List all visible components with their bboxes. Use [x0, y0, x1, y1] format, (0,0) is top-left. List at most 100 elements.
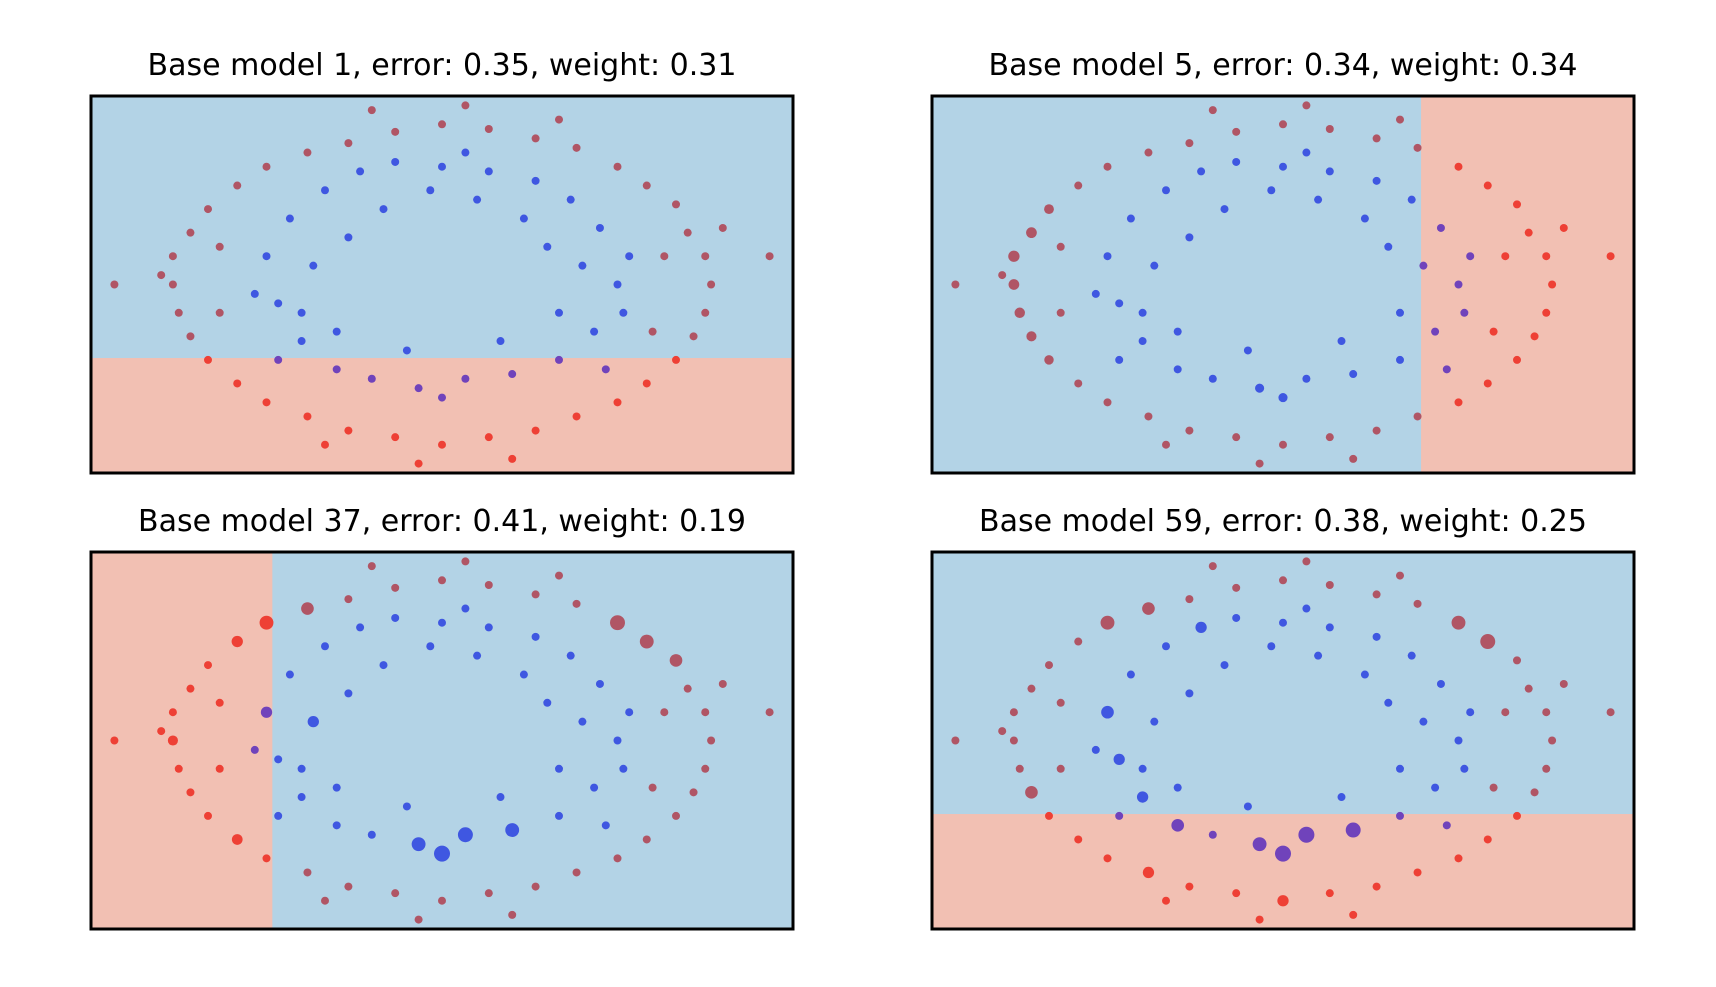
data-point	[1349, 370, 1358, 379]
data-point	[1255, 915, 1264, 924]
data-point	[1606, 708, 1615, 717]
data-point	[1103, 162, 1112, 171]
data-point	[1419, 261, 1428, 270]
data-point	[332, 783, 341, 792]
data-point	[1325, 167, 1334, 176]
data-point	[1436, 223, 1445, 232]
subplot-title: Base model 37, error: 0.41, weight: 0.19	[138, 504, 746, 539]
data-point	[1208, 374, 1217, 383]
data-point	[1360, 670, 1369, 679]
data-point	[1197, 167, 1206, 176]
data-point	[1185, 595, 1194, 604]
decision-region-red	[1421, 96, 1634, 473]
data-point	[391, 433, 400, 442]
data-point	[204, 811, 212, 820]
data-point	[578, 717, 587, 726]
data-point	[438, 896, 446, 905]
data-point	[1173, 327, 1182, 336]
data-point	[1142, 602, 1155, 615]
data-point	[625, 708, 634, 717]
subplot-title: Base model 1, error: 0.35, weight: 0.31	[147, 48, 737, 83]
data-point	[204, 355, 212, 364]
data-point	[707, 280, 716, 289]
data-point	[285, 670, 294, 679]
data-point	[998, 727, 1007, 736]
data-point	[1325, 124, 1334, 133]
data-point	[1232, 583, 1241, 592]
data-point	[461, 101, 470, 110]
data-point	[484, 623, 493, 632]
data-point	[672, 811, 680, 820]
data-point	[1302, 101, 1311, 110]
data-point	[531, 426, 540, 435]
data-point	[578, 261, 587, 270]
data-point	[718, 679, 727, 688]
data-point	[1542, 252, 1551, 261]
data-point	[1015, 764, 1024, 773]
data-point	[531, 882, 540, 891]
data-point	[1220, 661, 1229, 670]
data-point	[1279, 440, 1287, 449]
data-point	[1267, 186, 1276, 195]
data-point	[566, 651, 575, 660]
data-point	[1115, 299, 1124, 308]
data-point	[601, 365, 610, 374]
data-point	[250, 289, 259, 298]
data-point	[1396, 811, 1404, 820]
data-point	[411, 837, 426, 852]
data-point	[1407, 651, 1416, 660]
data-point	[438, 618, 446, 627]
data-point	[1150, 261, 1159, 270]
data-point	[1542, 708, 1551, 717]
data-point	[1100, 615, 1115, 630]
data-point	[391, 889, 400, 898]
data-point	[1115, 811, 1124, 820]
data-point	[402, 346, 411, 355]
data-point	[1372, 632, 1381, 641]
data-point	[1252, 837, 1267, 852]
data-point	[274, 755, 283, 764]
data-point	[1349, 910, 1358, 919]
data-point	[1302, 557, 1311, 566]
data-point	[1185, 426, 1194, 435]
data-point	[1173, 365, 1182, 374]
data-point	[1074, 637, 1083, 646]
data-point	[1232, 157, 1241, 166]
data-point	[204, 205, 212, 214]
data-point	[1454, 162, 1463, 171]
data-point	[1103, 398, 1112, 407]
data-point	[1162, 440, 1170, 449]
data-point	[1115, 355, 1124, 364]
data-point	[669, 654, 683, 667]
data-point	[572, 143, 581, 152]
data-point	[672, 200, 680, 209]
data-point	[260, 706, 273, 718]
data-point	[1436, 679, 1445, 688]
data-point	[555, 764, 563, 773]
data-point	[566, 195, 575, 204]
data-point	[1279, 162, 1287, 171]
data-point	[1302, 604, 1311, 613]
data-point	[1074, 379, 1083, 388]
data-point	[642, 181, 651, 190]
data-point	[595, 679, 604, 688]
data-point	[1138, 764, 1147, 773]
data-point	[689, 332, 698, 341]
data-point	[344, 426, 353, 435]
data-point	[1413, 143, 1422, 152]
data-point	[168, 280, 177, 289]
data-point	[1384, 698, 1393, 707]
data-point	[414, 915, 423, 924]
data-point	[701, 764, 710, 773]
axes-frame	[89, 94, 795, 475]
data-point	[1185, 689, 1194, 698]
data-point	[531, 632, 540, 641]
data-point	[1407, 195, 1416, 204]
data-point	[1325, 580, 1334, 589]
data-point	[250, 745, 259, 754]
scatter-plot	[89, 94, 795, 475]
data-point	[531, 176, 540, 185]
data-point	[595, 223, 604, 232]
data-point	[1548, 280, 1557, 289]
data-point	[1126, 214, 1135, 223]
